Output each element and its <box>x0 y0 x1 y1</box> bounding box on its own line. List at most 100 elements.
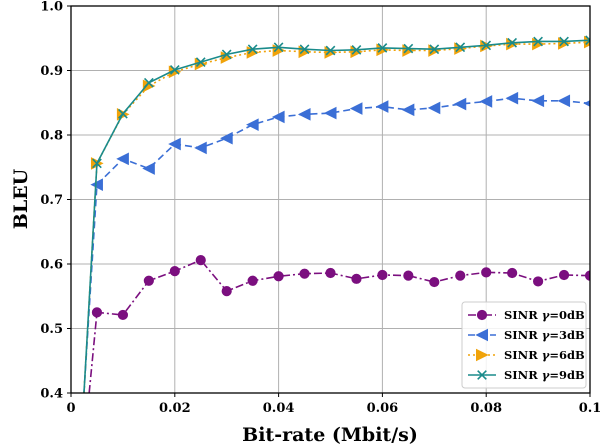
y-tick-label: 0.5 <box>40 322 63 337</box>
data-point <box>454 42 467 55</box>
data-point <box>246 118 259 131</box>
legend-label: SINR γ=6dB <box>504 348 585 362</box>
legend-label-main: SINR <box>504 328 542 342</box>
data-point <box>558 37 571 50</box>
data-point <box>143 275 154 286</box>
data-point <box>507 37 518 48</box>
legend-label-gamma: γ <box>542 348 551 362</box>
data-point <box>143 77 154 88</box>
legend-entry: SINR γ=9dB <box>468 368 585 382</box>
legend-entry: SINR γ=0dB <box>468 308 585 322</box>
x-tick-label: 0 <box>66 401 75 416</box>
data-point <box>195 255 206 266</box>
data-point <box>427 101 441 115</box>
legend-label-rest: =3dB <box>549 328 585 342</box>
x-tick-label: 0.04 <box>263 401 295 416</box>
data-point <box>377 43 388 53</box>
data-point <box>299 268 310 279</box>
data-point <box>481 40 492 51</box>
data-point <box>92 158 102 169</box>
x-tick-label: 0.02 <box>159 401 191 416</box>
data-point <box>349 102 363 115</box>
legend-marker <box>476 348 489 362</box>
data-point <box>479 95 493 108</box>
data-point <box>299 44 310 55</box>
data-point <box>118 108 128 119</box>
data-point <box>375 100 389 113</box>
data-point <box>584 270 590 281</box>
data-point <box>324 46 338 59</box>
legend-marker <box>476 309 488 321</box>
data-point <box>91 307 103 318</box>
data-point <box>453 97 467 111</box>
data-point <box>195 57 206 67</box>
data-point <box>455 42 466 53</box>
data-point <box>168 137 181 151</box>
data-point <box>533 36 543 47</box>
legend-marker <box>477 370 487 380</box>
data-point <box>325 45 336 56</box>
data-point <box>557 94 571 108</box>
legend-entry: SINR γ=6dB <box>468 348 585 362</box>
data-point <box>533 276 544 287</box>
data-point <box>429 276 440 288</box>
data-point <box>532 37 545 51</box>
data-point <box>583 100 590 107</box>
series-layer <box>83 35 590 393</box>
data-point <box>481 267 492 278</box>
data-point <box>403 43 414 54</box>
data-point <box>247 44 258 55</box>
data-point <box>298 45 312 59</box>
data-point <box>117 309 129 321</box>
data-point <box>221 285 232 297</box>
legend-label: SINR γ=0dB <box>504 308 585 322</box>
y-tick-label: 0.7 <box>40 193 63 208</box>
x-tick-label: 0.1 <box>579 401 602 416</box>
data-point <box>507 267 518 279</box>
data-point <box>558 269 570 281</box>
series-3 <box>83 35 590 393</box>
data-point <box>273 271 284 282</box>
data-point <box>403 270 414 281</box>
x-tick-label: 0.08 <box>470 401 502 416</box>
legend-entry: SINR γ=3dB <box>468 328 585 342</box>
data-point <box>271 110 285 124</box>
data-point <box>297 108 311 121</box>
data-point <box>559 36 569 47</box>
series-0 <box>88 255 590 393</box>
data-point <box>531 94 545 108</box>
data-point <box>273 42 284 53</box>
data-point <box>505 91 519 105</box>
data-point <box>350 45 364 59</box>
y-tick-label: 0.4 <box>40 387 63 402</box>
legend-label-rest: =6dB <box>549 348 585 362</box>
data-point <box>402 44 415 57</box>
data-point <box>401 103 415 117</box>
data-point <box>323 106 337 120</box>
data-point <box>220 131 233 145</box>
legend-label: SINR γ=3dB <box>504 328 585 342</box>
data-point <box>90 178 103 191</box>
y-axis-title: BLEU <box>10 168 32 229</box>
data-point <box>194 141 207 155</box>
legend-label-rest: =0dB <box>549 308 585 322</box>
y-tick-label: 0.8 <box>40 129 63 144</box>
legend-label: SINR γ=9dB <box>504 368 585 382</box>
data-point <box>247 275 258 286</box>
data-point <box>169 265 180 277</box>
data-point <box>585 35 590 46</box>
legend-label-main: SINR <box>504 368 542 382</box>
data-point <box>429 44 440 55</box>
data-point <box>351 44 362 55</box>
legend-label-gamma: γ <box>542 328 551 342</box>
data-point <box>377 269 388 281</box>
legend-marker <box>475 328 488 342</box>
data-point <box>142 162 155 175</box>
y-tick-label: 0.9 <box>40 64 63 79</box>
data-point <box>506 37 519 51</box>
series-1 <box>83 91 590 393</box>
data-point <box>351 273 362 284</box>
